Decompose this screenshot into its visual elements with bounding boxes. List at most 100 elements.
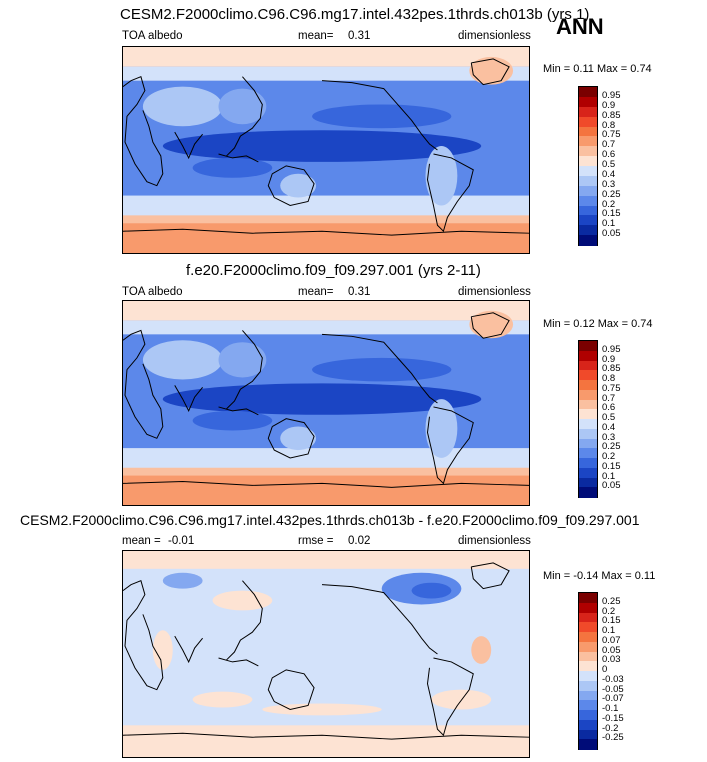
difference-region xyxy=(471,636,492,664)
colorbar-swatch xyxy=(579,458,597,469)
colorbar-tick-label: 0.6 xyxy=(602,402,616,414)
albedo-region xyxy=(192,410,273,431)
difference-region xyxy=(192,691,253,708)
colorbar-tick-label: -0.15 xyxy=(602,712,624,724)
colorbar-tick-label: 0.75 xyxy=(602,382,621,394)
difference-region xyxy=(162,572,203,589)
panel-3-mean-label: mean = xyxy=(122,535,161,547)
colorbar-swatch xyxy=(579,146,597,157)
colorbar-swatch xyxy=(579,428,597,439)
colorbar-swatch xyxy=(579,205,597,216)
albedo-region xyxy=(425,146,458,206)
colorbar-tick-label: 0.15 xyxy=(602,615,621,627)
colorbar-swatch xyxy=(579,195,597,206)
colorbar-tick-label: -0.1 xyxy=(602,703,619,714)
colorbar-tick-label: 0.8 xyxy=(602,373,616,384)
colorbar-swatch xyxy=(579,680,597,691)
albedo-band-north xyxy=(123,301,529,321)
colorbar-swatch xyxy=(579,641,597,652)
colorbar-swatch xyxy=(579,467,597,478)
coastline xyxy=(470,562,510,590)
albedo-band-southern-ocean xyxy=(123,448,529,472)
colorbar-tick-label: -0.07 xyxy=(602,693,624,705)
panel-1-max-value: 0.74 xyxy=(630,63,652,75)
colorbar-swatch xyxy=(579,602,597,613)
albedo-band-antarctic-edge xyxy=(123,215,529,224)
coastline xyxy=(321,333,438,404)
difference-region xyxy=(212,590,273,611)
panel-3-map xyxy=(122,550,530,758)
colorbar-tick-label: 0.95 xyxy=(602,89,621,101)
colorbar-tick-label: -0.05 xyxy=(602,683,624,695)
colorbar-swatch xyxy=(579,690,597,701)
albedo-band-north-mid xyxy=(123,66,529,81)
coastline xyxy=(426,153,474,233)
colorbar-tick-label: 0.2 xyxy=(602,605,616,617)
colorbar-tick-label: 0.07 xyxy=(602,634,621,646)
albedo-subtropical-low xyxy=(162,383,482,415)
coastline xyxy=(123,732,529,740)
coastline xyxy=(226,330,263,410)
panel-3-min-label: Min = xyxy=(543,570,571,582)
colorbar-swatch xyxy=(579,419,597,430)
panel-3-colorbar xyxy=(578,592,598,750)
coastline xyxy=(123,228,529,236)
colorbar-tick-label: 0.2 xyxy=(602,198,616,210)
panel-3-mean-value: -0.01 xyxy=(168,535,195,547)
colorbar-tick-label: 0.03 xyxy=(602,654,621,666)
difference-region xyxy=(411,582,452,599)
panel-2-title: f.e20.F2000climo.f09_f09.297.001 (yrs 2-… xyxy=(186,262,481,279)
colorbar-swatch xyxy=(579,370,597,381)
albedo-region xyxy=(280,173,317,198)
colorbar-swatch xyxy=(579,719,597,730)
coastline xyxy=(123,580,164,691)
colorbar-tick-label: 0.9 xyxy=(602,353,616,365)
colorbar-swatch xyxy=(579,225,597,236)
colorbar-swatch xyxy=(579,487,597,498)
difference-region xyxy=(262,703,382,716)
coastline xyxy=(123,480,529,488)
panel-2-min-label: Min = xyxy=(543,318,571,330)
colorbar-tick-label: 0.05 xyxy=(602,228,621,240)
coastline xyxy=(174,635,203,664)
albedo-region xyxy=(425,399,458,458)
coastline xyxy=(226,580,263,661)
albedo-region xyxy=(280,426,317,451)
albedo-band-antarctica xyxy=(123,471,529,505)
colorbar-swatch xyxy=(579,380,597,391)
colorbar-tick-label: 0.1 xyxy=(602,470,616,482)
colorbar-swatch xyxy=(579,126,597,137)
colorbar-swatch xyxy=(579,341,597,352)
coastline xyxy=(267,418,315,459)
albedo-band-antarctic-edge xyxy=(123,467,529,476)
panel-1-mean-value: 0.31 xyxy=(348,30,371,42)
difference-band-antarctica xyxy=(123,725,529,757)
panel-3-max-label: Max = xyxy=(601,570,632,582)
colorbar-tick-label: 0.4 xyxy=(602,421,616,433)
colorbar-tick-label: 0.1 xyxy=(602,625,616,636)
colorbar-tick-label: 0.25 xyxy=(602,595,621,607)
panel-1-mean-label: mean= xyxy=(298,30,334,42)
colorbar-swatch xyxy=(579,651,597,662)
colorbar-swatch xyxy=(579,175,597,187)
colorbar-swatch xyxy=(579,166,597,177)
coastline xyxy=(426,406,474,485)
albedo-band-southern-ocean xyxy=(123,195,529,220)
colorbar-swatch xyxy=(579,622,597,633)
colorbar-swatch xyxy=(579,136,597,147)
colorbar-tick-label: 0.05 xyxy=(602,480,621,492)
panel-2-units: dimensionless xyxy=(458,286,531,298)
albedo-region xyxy=(218,342,267,378)
colorbar-swatch xyxy=(579,235,597,246)
albedo-region xyxy=(142,340,223,380)
colorbar-swatch xyxy=(579,116,597,127)
panel-2-map xyxy=(122,300,530,506)
colorbar-swatch xyxy=(579,87,597,98)
albedo-region xyxy=(312,357,452,382)
colorbar-tick-label: 0.85 xyxy=(602,109,621,121)
coastline xyxy=(267,669,315,710)
colorbar-tick-label: -0.2 xyxy=(602,722,619,734)
coastline xyxy=(218,406,259,416)
colorbar-tick-label: 0.7 xyxy=(602,139,616,151)
colorbar-swatch xyxy=(579,671,597,682)
